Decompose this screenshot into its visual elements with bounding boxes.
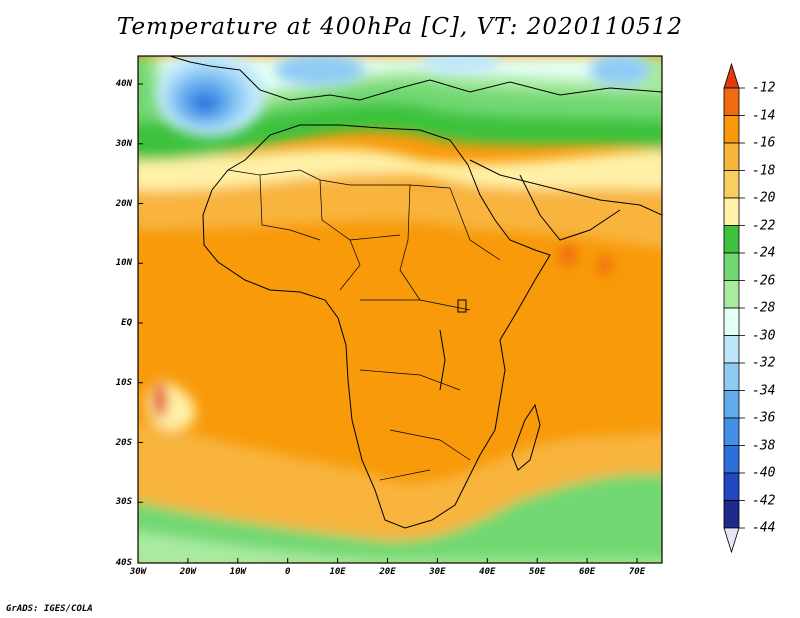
x-tick-label: 10E	[329, 567, 346, 577]
axis-tick-marks	[137, 83, 638, 564]
colorbar-swatch	[723, 170, 740, 199]
colorbar-swatch	[723, 445, 740, 474]
cold-patch-north	[275, 56, 365, 86]
colorbar-swatch	[723, 142, 740, 171]
colorbar-swatch	[723, 500, 740, 529]
field-band-22	[138, 148, 662, 191]
y-tick-label: 30N	[115, 138, 132, 149]
coastlines	[169, 56, 662, 529]
colorbar-level-label: -32	[752, 355, 776, 371]
colorbar-swatch	[723, 335, 740, 364]
africa-outline	[202, 124, 551, 529]
temperature-field	[138, 56, 662, 563]
colorbar-level-label: -20	[752, 190, 776, 206]
y-tick-label: 30S	[115, 497, 132, 508]
colorbar-swatch	[723, 417, 740, 446]
colorbar-level-label: -34	[752, 383, 776, 398]
cold-patch-mediterranean	[420, 56, 500, 74]
colorbar-swatch	[723, 87, 740, 116]
colorbar-swatch	[723, 280, 740, 309]
colorbar	[723, 62, 745, 554]
y-tick-label: 10N	[115, 258, 132, 269]
country-borders	[227, 169, 501, 481]
colorbar-level-label: -42	[752, 493, 776, 508]
colorbar-swatch	[723, 362, 740, 391]
x-tick-label: 10W	[229, 567, 246, 577]
y-tick-label: 20N	[115, 198, 132, 209]
x-tick-label: 60E	[578, 567, 596, 577]
y-tick-label: 40S	[115, 558, 132, 568]
colorbar-level-label: -18	[752, 163, 776, 178]
chart-title: Temperature at 400hPa [C], VT: 202011051…	[116, 14, 684, 40]
colorbar-swatch	[723, 252, 740, 281]
x-tick-label: 20W	[179, 567, 197, 577]
cold-patch-northeast	[590, 56, 650, 86]
x-tick-label: 30W	[129, 567, 147, 577]
field-patch-14-west	[153, 382, 167, 418]
y-tick-label: EQ	[121, 318, 132, 328]
lakes	[439, 299, 467, 391]
x-tick-label: 0	[284, 567, 291, 577]
x-tick-label: 20E	[379, 567, 396, 577]
madagascar-outline	[511, 403, 541, 471]
colorbar-swatch	[723, 390, 740, 419]
x-tick-label: 40E	[479, 567, 496, 577]
colorbar-level-label: -40	[752, 465, 776, 481]
colorbar-swatch	[723, 472, 740, 501]
x-tick-label: 50E	[529, 567, 546, 577]
software-credit: GrADS: IGES/COLA	[6, 604, 93, 614]
plot-frame	[137, 55, 663, 564]
colorbar-level-label: -26	[752, 273, 776, 288]
colorbar-bottom-arrow	[723, 527, 740, 554]
y-tick-label: 40N	[115, 79, 132, 89]
colorbar-level-label: -38	[752, 438, 776, 453]
x-tick-label: 70E	[628, 567, 646, 577]
field-south-26	[138, 473, 662, 563]
colorbar-level-label: -14	[752, 108, 776, 123]
colorbar-level-label: -22	[752, 218, 776, 233]
colorbar-swatch	[723, 115, 740, 144]
x-tick-label: 30E	[429, 567, 446, 577]
cold-low-40	[196, 97, 214, 111]
field-patch-14-far-east	[598, 255, 612, 275]
colorbar-swatch	[723, 307, 740, 336]
y-tick-label: 10S	[115, 377, 132, 388]
field-south-28	[138, 531, 662, 563]
field-patch-14-east	[560, 243, 576, 267]
colorbar-top-arrow	[723, 62, 740, 89]
colorbar-swatch	[723, 197, 740, 226]
colorbar-level-label: -36	[752, 410, 776, 426]
field-band-18	[138, 172, 662, 249]
colorbar-level-label: -16	[752, 135, 776, 151]
arabia-outline	[469, 159, 662, 241]
colorbar-level-label: -44	[752, 520, 776, 536]
y-tick-label: 20S	[115, 437, 132, 448]
europe-coast	[169, 56, 662, 101]
colorbar-level-label: -28	[752, 300, 776, 316]
colorbar-level-label: -30	[752, 328, 776, 343]
colorbar-level-label: -12	[752, 80, 776, 96]
colorbar-swatch	[723, 225, 740, 254]
colorbar-level-label: -24	[752, 245, 776, 261]
